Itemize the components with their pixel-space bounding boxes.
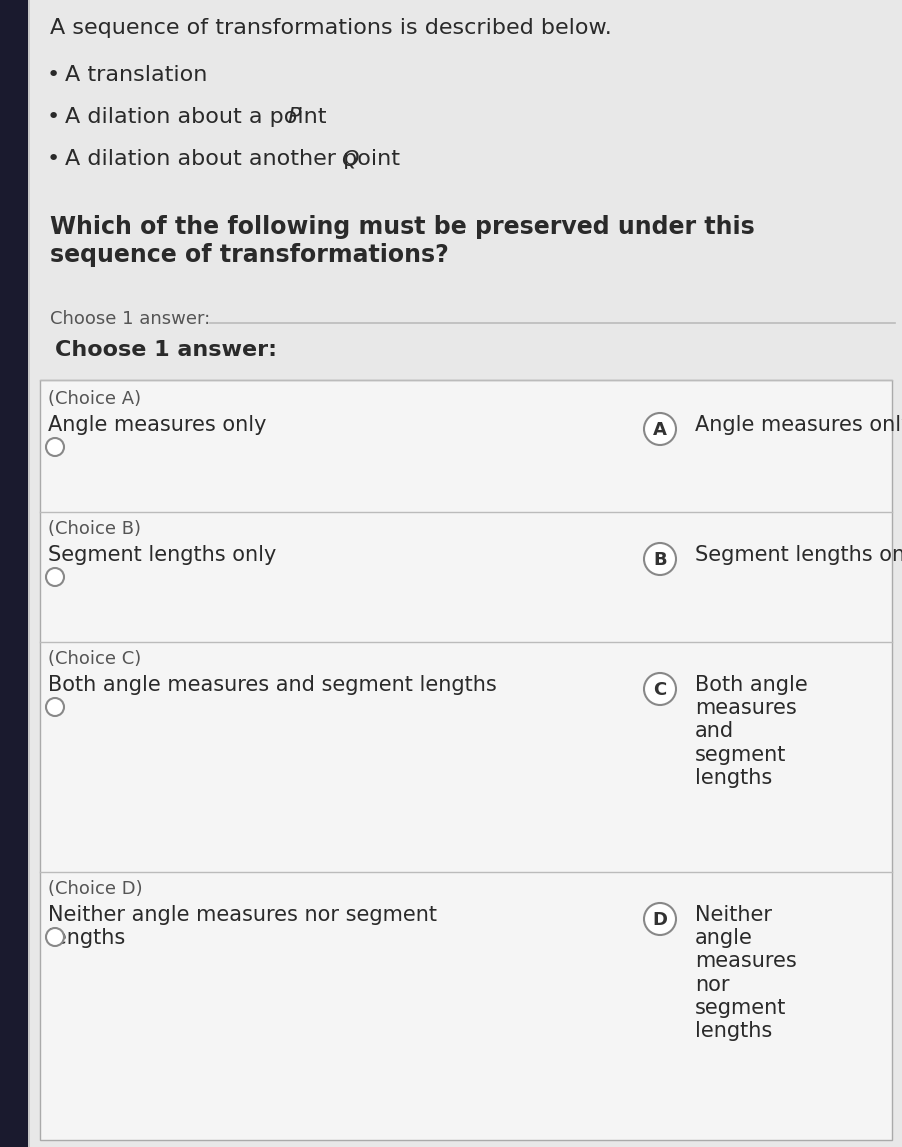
Text: •: • [47, 65, 60, 85]
Text: A dilation about a point: A dilation about a point [65, 107, 334, 127]
Text: Segment lengths only: Segment lengths only [48, 545, 276, 565]
FancyBboxPatch shape [0, 0, 28, 1147]
Text: (Choice D): (Choice D) [48, 880, 143, 898]
Text: •: • [47, 107, 60, 127]
Circle shape [644, 673, 676, 705]
Text: •: • [47, 149, 60, 169]
Text: Q: Q [341, 149, 358, 169]
Text: Neither angle measures nor segment
lengths: Neither angle measures nor segment lengt… [48, 905, 437, 949]
Text: A: A [653, 421, 667, 439]
Text: Angle measures only: Angle measures only [695, 415, 902, 435]
Text: Neither
angle
measures
nor
segment
lengths: Neither angle measures nor segment lengt… [695, 905, 796, 1041]
Text: Segment lengths only: Segment lengths only [695, 545, 902, 565]
Text: Angle measures only: Angle measures only [48, 415, 266, 435]
Text: D: D [652, 911, 667, 929]
Text: Which of the following must be preserved under this
sequence of transformations?: Which of the following must be preserved… [50, 214, 755, 267]
Text: Both angle measures and segment lengths: Both angle measures and segment lengths [48, 674, 497, 695]
Circle shape [644, 413, 676, 445]
Text: B: B [653, 551, 667, 569]
Circle shape [46, 928, 64, 946]
Text: A sequence of transformations is described below.: A sequence of transformations is describ… [50, 18, 612, 38]
Circle shape [644, 543, 676, 575]
Text: A dilation about another point: A dilation about another point [65, 149, 407, 169]
Text: Choose 1 answer:: Choose 1 answer: [50, 310, 210, 328]
Circle shape [644, 903, 676, 935]
Text: Both angle
measures
and
segment
lengths: Both angle measures and segment lengths [695, 674, 808, 788]
FancyBboxPatch shape [30, 0, 902, 1147]
Circle shape [46, 568, 64, 586]
Text: (Choice A): (Choice A) [48, 390, 141, 408]
Text: C: C [653, 681, 667, 699]
Text: Choose 1 answer:: Choose 1 answer: [55, 340, 277, 360]
FancyBboxPatch shape [40, 380, 892, 1140]
Text: (Choice C): (Choice C) [48, 650, 142, 668]
Text: (Choice B): (Choice B) [48, 520, 141, 538]
Text: P: P [288, 107, 301, 127]
Circle shape [46, 699, 64, 716]
Circle shape [46, 438, 64, 457]
Text: A translation: A translation [65, 65, 207, 85]
